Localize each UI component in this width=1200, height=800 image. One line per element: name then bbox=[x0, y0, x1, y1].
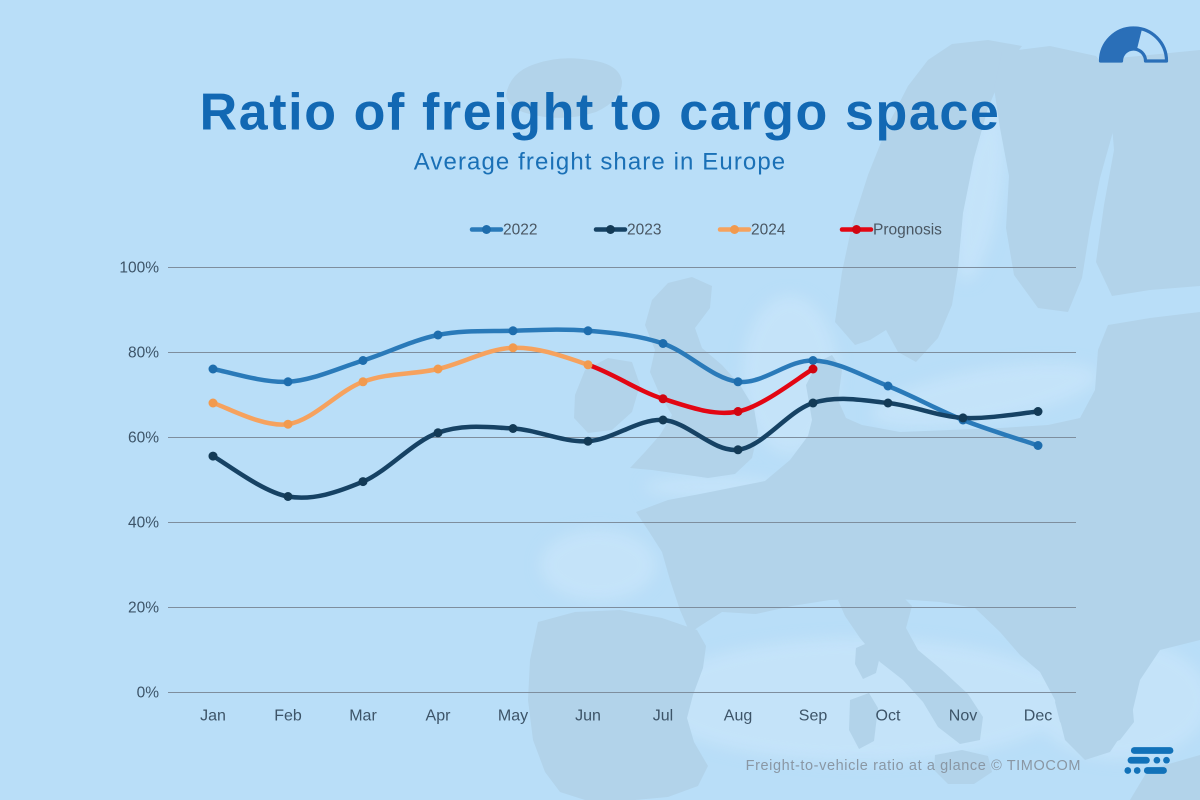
svg-text:Jun: Jun bbox=[575, 708, 601, 725]
svg-text:Mar: Mar bbox=[349, 708, 377, 725]
svg-text:Oct: Oct bbox=[876, 708, 901, 725]
svg-text:0%: 0% bbox=[137, 685, 160, 702]
svg-text:Apr: Apr bbox=[426, 708, 452, 725]
svg-text:Jan: Jan bbox=[200, 708, 226, 725]
svg-text:Feb: Feb bbox=[274, 708, 302, 725]
svg-text:May: May bbox=[498, 708, 528, 725]
svg-text:2024: 2024 bbox=[751, 222, 786, 239]
svg-text:2023: 2023 bbox=[627, 222, 661, 239]
svg-text:Ratio of freight to cargo spac: Ratio of freight to cargo space bbox=[200, 84, 1001, 142]
svg-text:Freight-to-vehicle ratio at a: Freight-to-vehicle ratio at a glance © T… bbox=[746, 758, 1081, 774]
svg-text:Sep: Sep bbox=[799, 708, 828, 725]
svg-text:Dec: Dec bbox=[1024, 708, 1052, 725]
svg-text:Average freight share in Europ: Average freight share in Europe bbox=[414, 149, 787, 176]
svg-text:40%: 40% bbox=[128, 515, 159, 532]
svg-text:Aug: Aug bbox=[724, 708, 752, 725]
svg-text:Jul: Jul bbox=[653, 708, 673, 725]
svg-text:Prognosis: Prognosis bbox=[873, 222, 942, 239]
svg-text:80%: 80% bbox=[128, 345, 159, 362]
svg-text:20%: 20% bbox=[128, 600, 159, 617]
svg-text:Nov: Nov bbox=[949, 708, 977, 725]
svg-text:2022: 2022 bbox=[503, 222, 537, 239]
svg-text:60%: 60% bbox=[128, 430, 159, 447]
svg-text:100%: 100% bbox=[119, 260, 159, 277]
